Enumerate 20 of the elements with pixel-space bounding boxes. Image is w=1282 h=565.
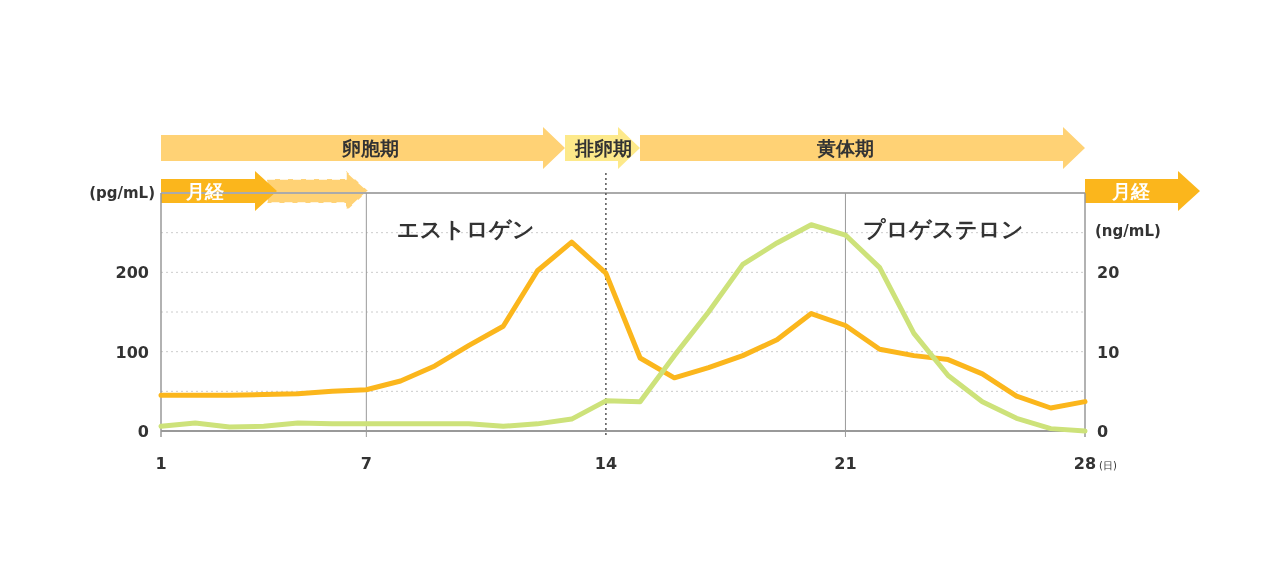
series-label: プロゲステロン bbox=[863, 217, 1025, 242]
series-label: エストロゲン bbox=[396, 217, 535, 242]
y2-tick-label: 0 bbox=[1097, 422, 1109, 441]
text: 月経 bbox=[1111, 180, 1151, 202]
y-tick-label: 0 bbox=[137, 422, 149, 441]
x-tick-label: 1 bbox=[155, 454, 167, 473]
x-tick-label: 14 bbox=[594, 454, 618, 473]
y-axis-title: (pg/mL) bbox=[89, 184, 155, 202]
y2-tick-label: 10 bbox=[1097, 342, 1120, 362]
x-tick-label: 7 bbox=[360, 454, 372, 473]
x-tick-label: 21 bbox=[834, 454, 857, 473]
x-tick-label: 28 bbox=[1073, 454, 1097, 473]
text: 卵胞期 bbox=[340, 137, 399, 159]
y-tick-label: 100 bbox=[115, 342, 149, 362]
y2-tick-label: 20 bbox=[1097, 263, 1120, 283]
text: 排卵期 bbox=[573, 137, 632, 159]
y2-axis-title: (ng/mL) bbox=[1095, 222, 1161, 240]
text: 黄体期 bbox=[815, 137, 874, 159]
x-axis-title: (日) bbox=[1099, 460, 1117, 471]
y-tick-label: 200 bbox=[115, 263, 149, 283]
